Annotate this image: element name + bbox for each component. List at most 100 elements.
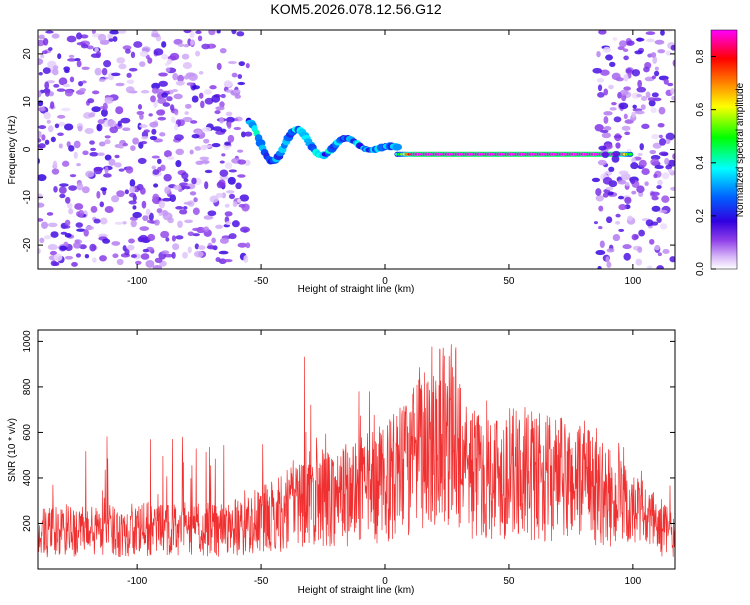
snr-x-axis: -100 -50 0 50 100	[127, 330, 642, 587]
spectrogram-cell	[214, 110, 221, 115]
spectrogram-cell	[109, 126, 119, 134]
spectrogram-x-tick-label: 0	[382, 276, 388, 287]
spectrogram-cell	[74, 203, 84, 210]
spectrogram-cell	[96, 123, 103, 132]
spectrogram-cell	[618, 40, 627, 48]
spectrogram-cell	[117, 120, 122, 127]
spectrogram-cell	[50, 231, 59, 238]
spectrogram-cell	[670, 44, 675, 51]
spectrogram-cell	[97, 33, 107, 42]
spectrogram-cell	[637, 152, 643, 157]
spectrogram-cell	[226, 190, 235, 194]
spectrogram-cell	[211, 142, 221, 148]
spectrogram-cell	[52, 68, 59, 76]
spectrogram-cell	[594, 124, 604, 132]
spectrogram-cell	[50, 136, 56, 143]
spectrogram-cell	[649, 149, 657, 155]
spectrogram-cell	[651, 133, 660, 140]
spectrogram-cell	[150, 95, 156, 103]
spectrogram-cell	[58, 77, 68, 86]
spectrogram-cell	[165, 237, 170, 242]
spectrogram-cell	[192, 227, 201, 232]
spectrogram-cell	[203, 215, 214, 220]
spectrogram-cell	[41, 134, 46, 141]
spectrogram-cell	[161, 92, 168, 98]
spectrogram-cell	[149, 121, 159, 128]
spectrogram-cell	[605, 54, 613, 61]
spectrogram-cell	[140, 140, 148, 145]
spectrogram-cell	[652, 56, 658, 64]
spectrogram-cell	[615, 220, 621, 225]
spectrogram-cell	[596, 77, 605, 83]
spectrogram-cell	[595, 188, 602, 196]
spectrogram-cell	[153, 183, 159, 188]
spectrogram-cell	[38, 248, 41, 254]
spectrogram-cell	[145, 208, 151, 216]
spectrogram-cell	[656, 265, 664, 269]
spectrogram-cell	[611, 72, 621, 81]
spectrogram-cell	[171, 251, 176, 259]
spectrogram-cell	[145, 260, 155, 268]
spectrogram-cell	[53, 185, 58, 193]
spectrogram-cell	[64, 219, 71, 226]
spectrogram-cell	[41, 221, 49, 229]
spectrogram-cell	[130, 145, 136, 152]
chart-title: KOM5.2026.078.12.56.G12	[270, 1, 441, 17]
spectrogram-cell	[240, 226, 250, 233]
spectrogram-cell	[634, 110, 645, 115]
spectrogram-cell	[122, 221, 127, 225]
spectrogram-cell	[64, 233, 72, 238]
colorbar-tick-label: 0.0	[695, 262, 706, 276]
spectrogram-cell	[216, 62, 222, 71]
spectrogram-cell	[47, 125, 54, 133]
spectrogram-cell	[91, 90, 100, 95]
spectrogram-cell	[111, 72, 121, 77]
spectrogram-cell	[198, 70, 204, 75]
spectrogram-cell	[173, 93, 183, 100]
spectrogram-cell	[225, 111, 233, 117]
spectrogram-cell	[147, 233, 156, 242]
spectrogram-cell	[672, 153, 675, 160]
spectrogram-cell	[167, 156, 175, 160]
spectrogram-cell	[618, 102, 629, 110]
spectrogram-cell	[101, 67, 108, 76]
spectrogram-cell	[650, 107, 657, 114]
spectrogram-cell	[219, 116, 224, 124]
spectrogram-cell	[207, 210, 217, 217]
snr-x-tick-label: 0	[382, 576, 388, 587]
spectrogram-cell	[192, 85, 200, 90]
spectrogram-cell	[209, 85, 217, 90]
spectrogram-cell	[143, 129, 150, 133]
spectrogram-cell	[650, 154, 661, 160]
spectrogram-cell	[663, 78, 669, 85]
spectrogram-cell	[99, 201, 105, 208]
spectrogram-cell	[51, 168, 60, 175]
spectrogram-cell	[73, 241, 82, 249]
spectrogram-cell	[190, 39, 195, 46]
spectrogram-cell	[611, 101, 617, 106]
spectrogram-cell	[81, 66, 90, 70]
spectrogram-cell	[38, 158, 41, 165]
spectrogram-cell	[650, 52, 657, 58]
spectrogram-cell	[623, 252, 631, 261]
spectrogram-cell	[139, 226, 150, 231]
spectrogram-cell	[627, 215, 633, 221]
spectrogram-cell	[211, 237, 216, 244]
spectrogram-cell	[191, 134, 200, 139]
spectrogram-cell	[665, 164, 673, 170]
spectrogram-y-tick-label: 10	[22, 96, 33, 108]
spectrogram-cell	[650, 158, 660, 166]
spectrogram-cell	[182, 251, 188, 259]
spectrogram-cell	[651, 92, 659, 98]
spectrogram-cell	[141, 200, 147, 209]
spectrogram-cell	[223, 80, 233, 88]
spectrogram-x-tick-label: 50	[503, 276, 515, 287]
spectrogram-cell	[223, 259, 233, 263]
spectrogram-cell	[618, 228, 625, 232]
spectrogram-cell	[231, 72, 238, 78]
spectrogram-cell	[126, 79, 135, 85]
spectrogram-cell	[47, 222, 58, 228]
spectrogram-cell	[224, 211, 233, 217]
spectrogram-cell	[641, 96, 648, 101]
spectrogram-cell	[160, 164, 166, 172]
